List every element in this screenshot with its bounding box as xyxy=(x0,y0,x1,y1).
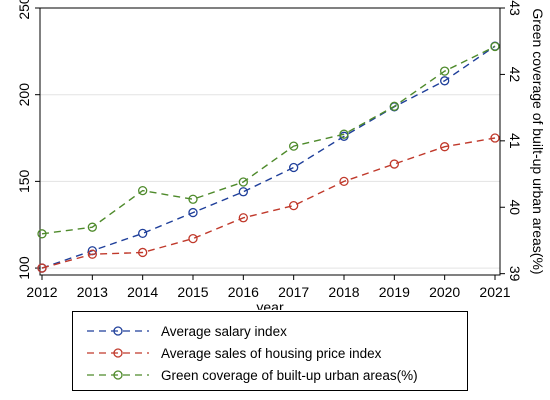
legend: Average salary index Average sales of ho… xyxy=(72,311,468,391)
series-2-point-2014 xyxy=(138,185,148,196)
series-1-point-2015 xyxy=(188,233,198,244)
right-tick-label-43: 43 xyxy=(507,0,523,16)
left-tick-label-250: 250 xyxy=(16,0,32,20)
series-layer xyxy=(37,41,500,273)
series-2-point-2019 xyxy=(389,101,399,111)
series-1-point-2014 xyxy=(138,247,148,258)
legend-label-housing: Average sales of housing price index xyxy=(161,345,382,361)
series-1-point-2018 xyxy=(339,176,349,187)
legend-item-salary: Average salary index xyxy=(85,321,287,341)
series-line-1 xyxy=(41,137,496,269)
legend-swatch-green xyxy=(87,370,149,380)
x-tick-label-2018: 2018 xyxy=(328,284,359,300)
x-tick-label-2014: 2014 xyxy=(127,284,158,300)
series-2-point-2012 xyxy=(37,229,47,239)
series-0-point-2014 xyxy=(138,228,148,239)
legend-swatch-salary xyxy=(87,326,149,336)
right-tick-label-42: 42 xyxy=(507,67,523,83)
series-1-point-2016 xyxy=(238,213,248,223)
x-tick-label-2019: 2019 xyxy=(379,284,410,300)
legend-label-green: Green coverage of built-up urban areas(%… xyxy=(161,367,418,383)
series-0-point-2020 xyxy=(440,76,450,86)
left-tick-label-200: 200 xyxy=(16,83,32,107)
x-tick-label-2015: 2015 xyxy=(177,284,208,300)
series-1-point-2019 xyxy=(389,159,399,169)
series-1-point-2021 xyxy=(490,133,500,143)
right-tick-label-41: 41 xyxy=(507,133,523,149)
x-tick-label-2013: 2013 xyxy=(77,284,108,300)
x-tick-label-2017: 2017 xyxy=(278,284,309,300)
series-2-point-2016 xyxy=(238,177,248,187)
series-2-point-2018 xyxy=(339,129,349,139)
right-tick-label-40: 40 xyxy=(507,199,523,215)
series-2-point-2017 xyxy=(289,141,299,151)
series-1-point-2013 xyxy=(87,249,97,259)
x-tick-label-2021: 2021 xyxy=(479,284,510,300)
legend-label-salary: Average salary index xyxy=(161,323,287,339)
series-1-point-2012 xyxy=(37,263,47,273)
series-0-point-2015 xyxy=(188,207,198,218)
left-tick-label-150: 150 xyxy=(16,169,32,193)
legend-item-green: Green coverage of built-up urban areas(%… xyxy=(85,365,418,385)
axes: 100 150 200 250 39 40 41 42 43 2012 2013 2014 2015 20… xyxy=(16,0,523,300)
right-axis-label: Green coverage of built-up urban areas(%… xyxy=(530,8,546,274)
x-tick-label-2020: 2020 xyxy=(429,284,460,300)
right-tick-label-39: 39 xyxy=(507,266,523,282)
series-2-point-2020 xyxy=(440,66,450,76)
left-tick-label-100: 100 xyxy=(16,256,32,280)
series-1-point-2017 xyxy=(289,200,299,211)
series-0-point-2016 xyxy=(238,187,248,197)
x-axis-label: year xyxy=(256,299,284,310)
series-2-point-2015 xyxy=(188,194,198,204)
x-tick-label-2016: 2016 xyxy=(228,284,259,300)
plot-frame xyxy=(39,7,501,276)
x-tick-label-2012: 2012 xyxy=(26,284,57,300)
series-2-point-2013 xyxy=(87,222,97,232)
series-line-2 xyxy=(41,45,496,235)
grid-lines xyxy=(40,7,500,269)
series-2-point-2021 xyxy=(490,41,500,52)
legend-item-housing: Average sales of housing price index xyxy=(85,343,381,363)
series-line-0 xyxy=(41,45,496,269)
series-1-point-2020 xyxy=(440,142,450,152)
legend-swatch-housing xyxy=(87,348,149,358)
dual-axis-line-chart: 100 150 200 250 39 40 41 42 43 2012 2013 2014 2015 20… xyxy=(16,0,546,310)
series-0-point-2017 xyxy=(289,162,299,173)
